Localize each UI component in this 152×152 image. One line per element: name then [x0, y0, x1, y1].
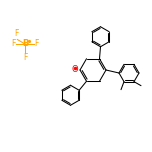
Text: O: O	[72, 66, 78, 74]
Text: F: F	[15, 29, 19, 38]
Text: B: B	[22, 40, 28, 48]
Text: F: F	[11, 40, 16, 48]
Text: F: F	[23, 54, 27, 62]
Text: F: F	[35, 40, 39, 48]
